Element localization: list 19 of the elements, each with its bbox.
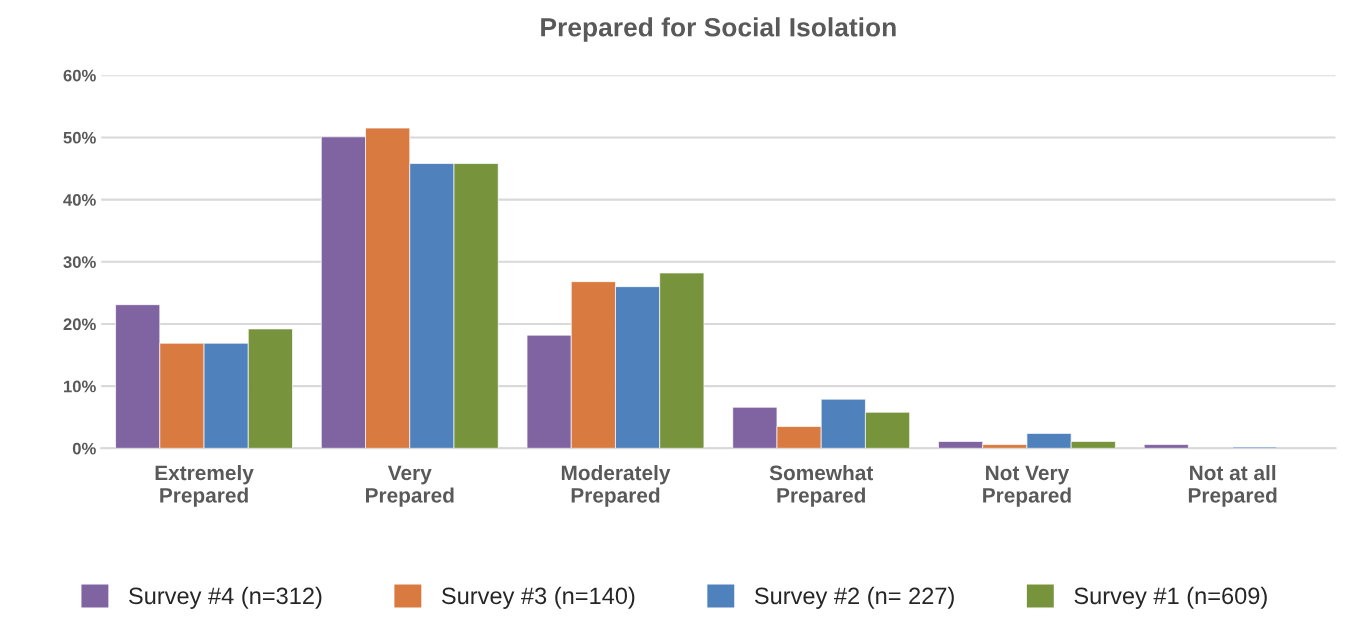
x-tick-label: Very Prepared bbox=[365, 465, 454, 507]
legend-label: Survey #2 (n= 227) bbox=[754, 586, 954, 609]
y-tick-label: 10% bbox=[64, 380, 96, 393]
x-tick-label: Moderately Prepared bbox=[561, 464, 671, 507]
legend-label: Survey #4 (n=312) bbox=[129, 586, 322, 609]
x-tick-label: Somewhat Prepared bbox=[769, 464, 874, 507]
y-tick-label: 0% bbox=[72, 442, 96, 455]
y-tick-label: 40% bbox=[63, 194, 96, 206]
legend-label: Survey #1 (n=609) bbox=[1074, 586, 1267, 609]
x-tick-label: Extremely Prepared bbox=[155, 464, 254, 507]
legend-label: Survey #3 (n=140) bbox=[441, 586, 635, 609]
y-tick-label: 30% bbox=[63, 256, 96, 268]
y-tick-label: 60% bbox=[63, 69, 96, 82]
chart-title: Prepared for Social Isolation bbox=[541, 17, 896, 42]
x-tick-label: Not Very Prepared bbox=[983, 465, 1071, 507]
y-tick-label: 20% bbox=[63, 318, 96, 331]
x-tick-label: Not at all Prepared bbox=[1188, 464, 1277, 507]
y-tick-label: 50% bbox=[63, 131, 96, 144]
bar bbox=[1143, 444, 1189, 449]
